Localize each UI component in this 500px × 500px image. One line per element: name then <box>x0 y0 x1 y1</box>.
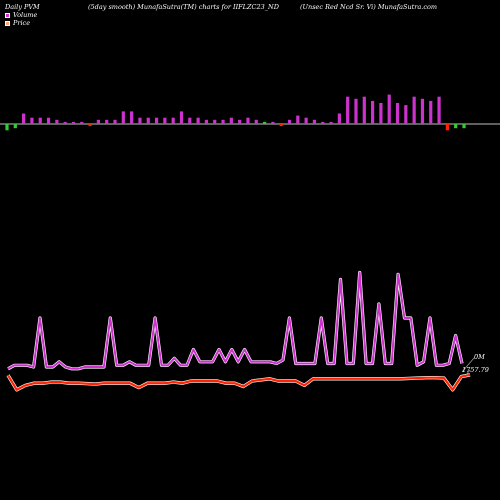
volume-bar <box>404 105 408 124</box>
volume-bar <box>121 111 125 124</box>
volume-bar <box>379 103 383 124</box>
volume-bar <box>88 124 92 127</box>
legend-price-label: Price <box>13 19 31 27</box>
volume-bar <box>5 124 9 131</box>
volume-bar <box>13 124 17 129</box>
volume-bar <box>146 117 150 124</box>
volume-bar <box>71 121 76 124</box>
volume-bar <box>429 100 433 124</box>
volume-bar <box>246 117 250 124</box>
volume-bar <box>462 124 466 129</box>
volume-last-label: 0M <box>474 353 485 361</box>
volume-bar <box>445 124 449 131</box>
legend-volume: Volume <box>5 11 37 19</box>
volume-line <box>7 271 463 370</box>
volume-bar <box>321 121 325 124</box>
volume-bar <box>346 96 350 124</box>
volume-bar <box>30 117 34 124</box>
volume-bar <box>204 119 209 124</box>
volume-bar <box>154 117 159 124</box>
volume-bar <box>96 119 100 124</box>
volume-bar <box>362 96 366 124</box>
volume-bar <box>296 115 300 124</box>
volume-bar <box>188 117 192 124</box>
volume-bar <box>329 121 333 124</box>
chart-subtitle: (Unsec Red Ncd Sr. Vi) MunafaSutra.com <box>300 3 438 11</box>
volume-bar <box>304 117 308 124</box>
volume-bar <box>105 119 109 124</box>
volume-bar <box>387 94 391 124</box>
volume-bar <box>196 117 200 124</box>
legend-volume-swatch <box>5 12 10 18</box>
volume-bar <box>179 111 184 124</box>
legend-volume-label: Volume <box>13 11 38 19</box>
volume-bar <box>38 117 42 124</box>
volume-bar <box>271 121 275 124</box>
volume-bar <box>22 113 26 124</box>
chart-title: (5day smooth) MunafaSutra(TM) charts for… <box>88 3 279 11</box>
volume-bar <box>420 98 425 124</box>
volume-bar <box>130 111 134 124</box>
price-last-label: 1757.79 <box>462 366 489 374</box>
volume-bar <box>138 117 142 124</box>
volume-bar <box>262 121 267 124</box>
volume-bar <box>113 119 117 124</box>
volume-label-leader <box>461 357 475 373</box>
volume-bar <box>312 119 317 124</box>
volume-bar <box>371 100 375 124</box>
volume-bar <box>221 119 225 124</box>
volume-bar <box>55 119 59 124</box>
volume-bar <box>171 117 175 124</box>
price-label-leader <box>465 369 471 376</box>
volume-bar <box>80 121 84 124</box>
volume-bar <box>63 121 67 124</box>
volume-bar <box>213 119 217 124</box>
volume-bar <box>254 119 258 124</box>
volume-bar <box>279 124 283 127</box>
volume-bar <box>337 113 341 124</box>
volume-bar <box>395 103 400 124</box>
volume-bar <box>229 117 233 124</box>
volume-bar <box>163 117 167 124</box>
price-line <box>7 373 471 391</box>
volume-bar <box>238 119 242 124</box>
volume-bar <box>287 119 292 124</box>
volume-bar <box>46 117 51 124</box>
volume-bar <box>454 124 458 129</box>
volume-bar <box>412 96 416 124</box>
legend-price-swatch <box>5 20 10 26</box>
volume-bar <box>437 96 441 124</box>
chart-type-label: Daily PVM <box>5 3 40 11</box>
legend-price: Price <box>5 19 30 27</box>
volume-bar <box>354 98 358 124</box>
